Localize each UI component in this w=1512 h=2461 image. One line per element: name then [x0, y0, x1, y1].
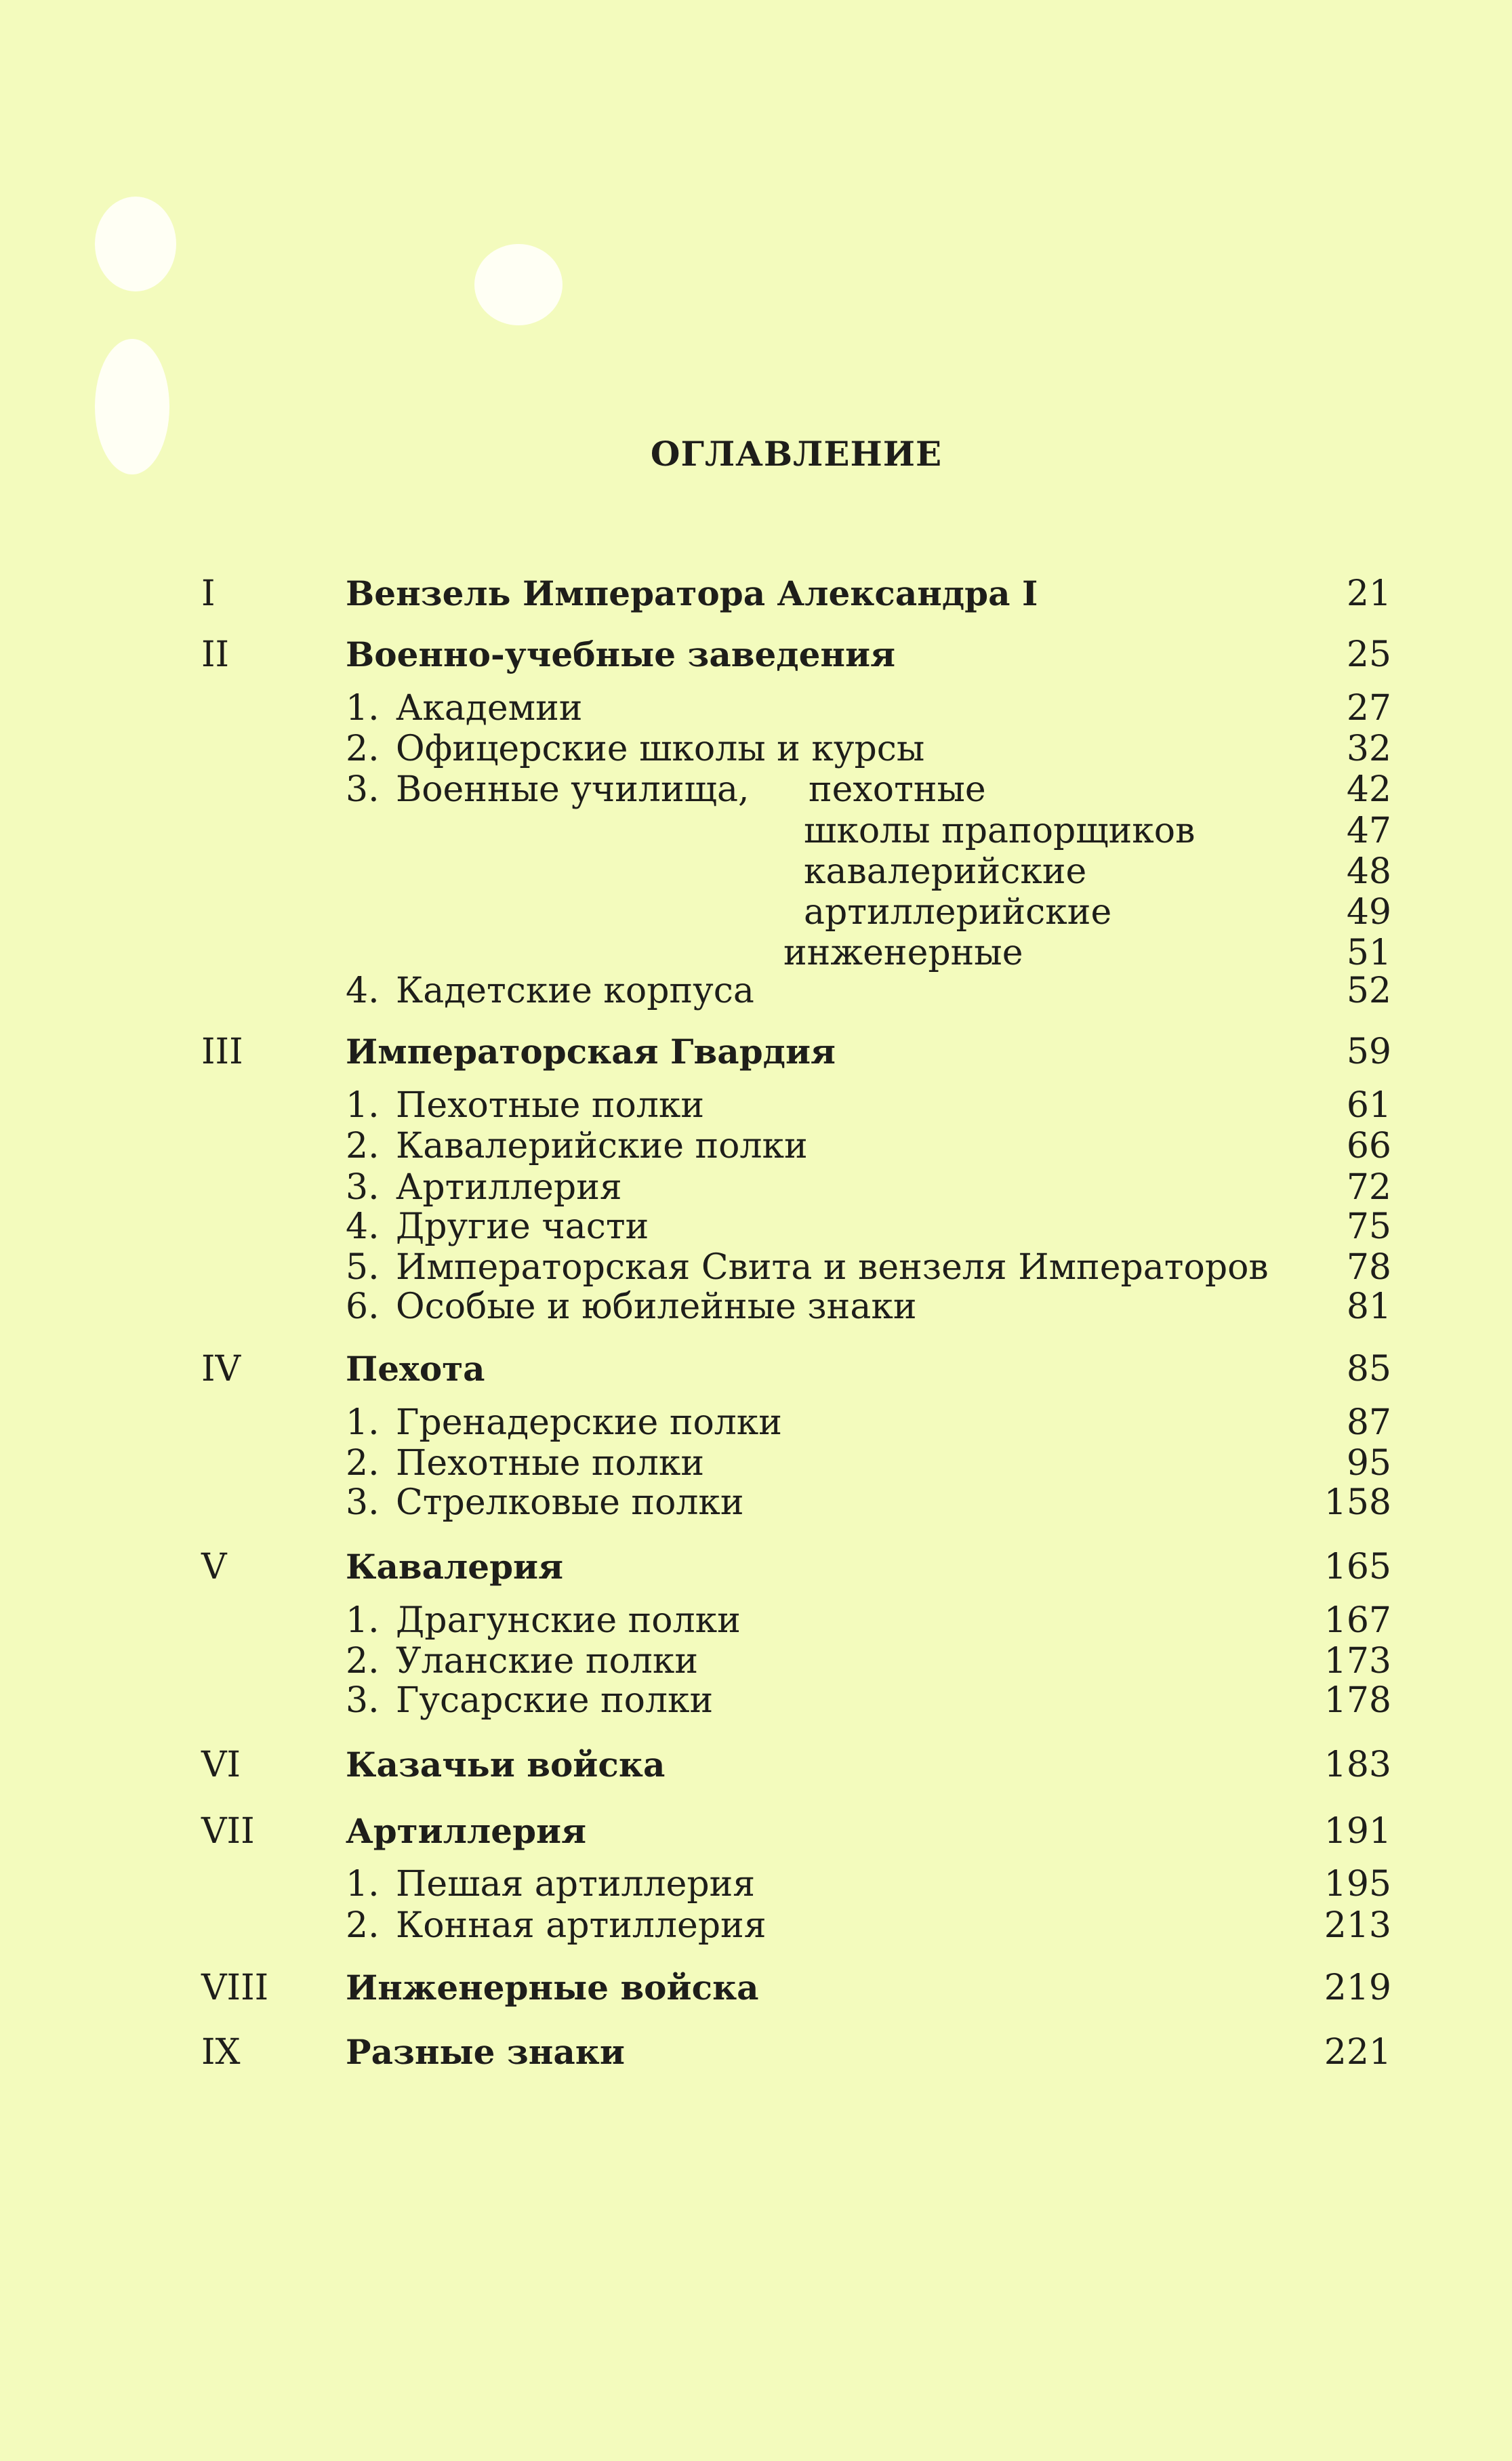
item-title: Императорская Свита и вензеля Императоро…: [396, 1247, 1269, 1288]
section-page: 191: [1324, 1811, 1391, 1852]
item-number: 6.: [346, 1286, 380, 1327]
section-page: 221: [1324, 2032, 1391, 2073]
item-number: 2.: [346, 1443, 380, 1484]
section-number: I: [201, 573, 216, 614]
item-number: 2.: [346, 1905, 380, 1946]
item-number: 1.: [346, 1402, 380, 1443]
subitem-page: 48: [1346, 851, 1391, 892]
section-title: Императорская Гвардия: [346, 1032, 836, 1072]
subitem-title: артиллерийские: [804, 892, 1112, 933]
section-title: Пехота: [346, 1349, 485, 1389]
section-title: Артиллерия: [346, 1811, 587, 1851]
item-number: 3.: [346, 1680, 380, 1721]
item-title: Гусарские полки: [396, 1680, 714, 1721]
item-number: 1.: [346, 1600, 380, 1641]
item-page: 213: [1324, 1905, 1391, 1946]
item-page: 178: [1324, 1680, 1391, 1721]
section-number: VII: [201, 1811, 255, 1852]
paper-blemish: [474, 244, 563, 325]
subitem-title: кавалерийские: [804, 851, 1087, 892]
item-title: Особые и юбилейные знаки: [396, 1286, 917, 1327]
section-page: 85: [1346, 1349, 1391, 1389]
item-number: 5.: [346, 1247, 380, 1288]
item-number: 3.: [346, 1482, 380, 1523]
item-page: 173: [1324, 1641, 1391, 1682]
subitem-page: 51: [1346, 933, 1391, 973]
item-title: Пехотные полки: [396, 1443, 705, 1484]
item-title: Офицерские школы и курсы: [396, 729, 925, 769]
item-number: 2.: [346, 1126, 380, 1166]
item-number: 4.: [346, 971, 380, 1011]
section-title: Казачьи войска: [346, 1745, 666, 1785]
section-title: Разные знаки: [346, 2032, 625, 2072]
subitem-page: 42: [1346, 769, 1391, 810]
item-number: 1.: [346, 1864, 380, 1905]
page-title: ОГЛАВЛЕНИЕ: [650, 434, 943, 474]
item-page: 52: [1346, 971, 1391, 1011]
item-number: 2.: [346, 1641, 380, 1682]
item-page: 66: [1346, 1126, 1391, 1166]
item-title: Конная артиллерия: [396, 1905, 767, 1946]
item-page: 75: [1346, 1206, 1391, 1247]
section-page: 219: [1324, 1968, 1391, 2008]
subitem-title: пехотные: [809, 769, 986, 810]
item-page: 32: [1346, 729, 1391, 769]
item-title: Военные училища,: [396, 769, 750, 810]
section-title: Инженерные войска: [346, 1968, 759, 2008]
item-number: 3.: [346, 769, 380, 810]
section-page: 59: [1346, 1032, 1391, 1072]
item-page: 72: [1346, 1167, 1391, 1208]
subitem-page: 47: [1346, 811, 1391, 851]
section-page: 21: [1346, 573, 1391, 614]
item-number: 4.: [346, 1206, 380, 1247]
item-title: Артиллерия: [396, 1167, 622, 1208]
item-title: Пехотные полки: [396, 1085, 705, 1126]
item-number: 1.: [346, 688, 380, 729]
item-title: Стрелковые полки: [396, 1482, 744, 1523]
item-title: Драгунские полки: [396, 1600, 741, 1641]
item-number: 1.: [346, 1085, 380, 1126]
section-number: VI: [201, 1745, 241, 1785]
item-title: Кавалерийские полки: [396, 1126, 808, 1166]
section-page: 183: [1324, 1745, 1391, 1785]
paper-blemish: [95, 339, 169, 474]
item-title: Кадетские корпуса: [396, 971, 754, 1011]
item-title: Другие части: [396, 1206, 649, 1247]
section-page: 165: [1324, 1547, 1391, 1587]
item-title: Гренадерские полки: [396, 1402, 782, 1443]
subitem-page: 49: [1346, 892, 1391, 933]
item-number: 2.: [346, 729, 380, 769]
section-title: Военно-учебные заведения: [346, 634, 896, 674]
subitem-title: инженерные: [783, 933, 1023, 973]
section-title: Кавалерия: [346, 1547, 564, 1587]
section-page: 25: [1346, 634, 1391, 675]
subitem-title: школы прапорщиков: [804, 811, 1196, 851]
item-page: 81: [1346, 1286, 1391, 1327]
section-title: Вензель Императора Александра I: [346, 573, 1038, 613]
item-page: 158: [1324, 1482, 1391, 1523]
item-title: Уланские полки: [396, 1641, 699, 1682]
section-number: IV: [201, 1349, 241, 1389]
item-title: Академии: [396, 688, 583, 729]
section-number: III: [201, 1032, 243, 1072]
item-title: Пешая артиллерия: [396, 1864, 756, 1905]
paper-blemish: [95, 197, 176, 291]
item-page: 167: [1324, 1600, 1391, 1641]
item-page: 87: [1346, 1402, 1391, 1443]
section-number: II: [201, 634, 230, 675]
item-page: 195: [1324, 1864, 1391, 1905]
item-page: 78: [1346, 1247, 1391, 1288]
section-number: VIII: [201, 1968, 269, 2008]
item-page: 61: [1346, 1085, 1391, 1126]
section-number: V: [201, 1547, 227, 1587]
item-number: 3.: [346, 1167, 380, 1208]
item-page: 27: [1346, 688, 1391, 729]
section-number: IX: [201, 2032, 241, 2073]
item-page: 95: [1346, 1443, 1391, 1484]
